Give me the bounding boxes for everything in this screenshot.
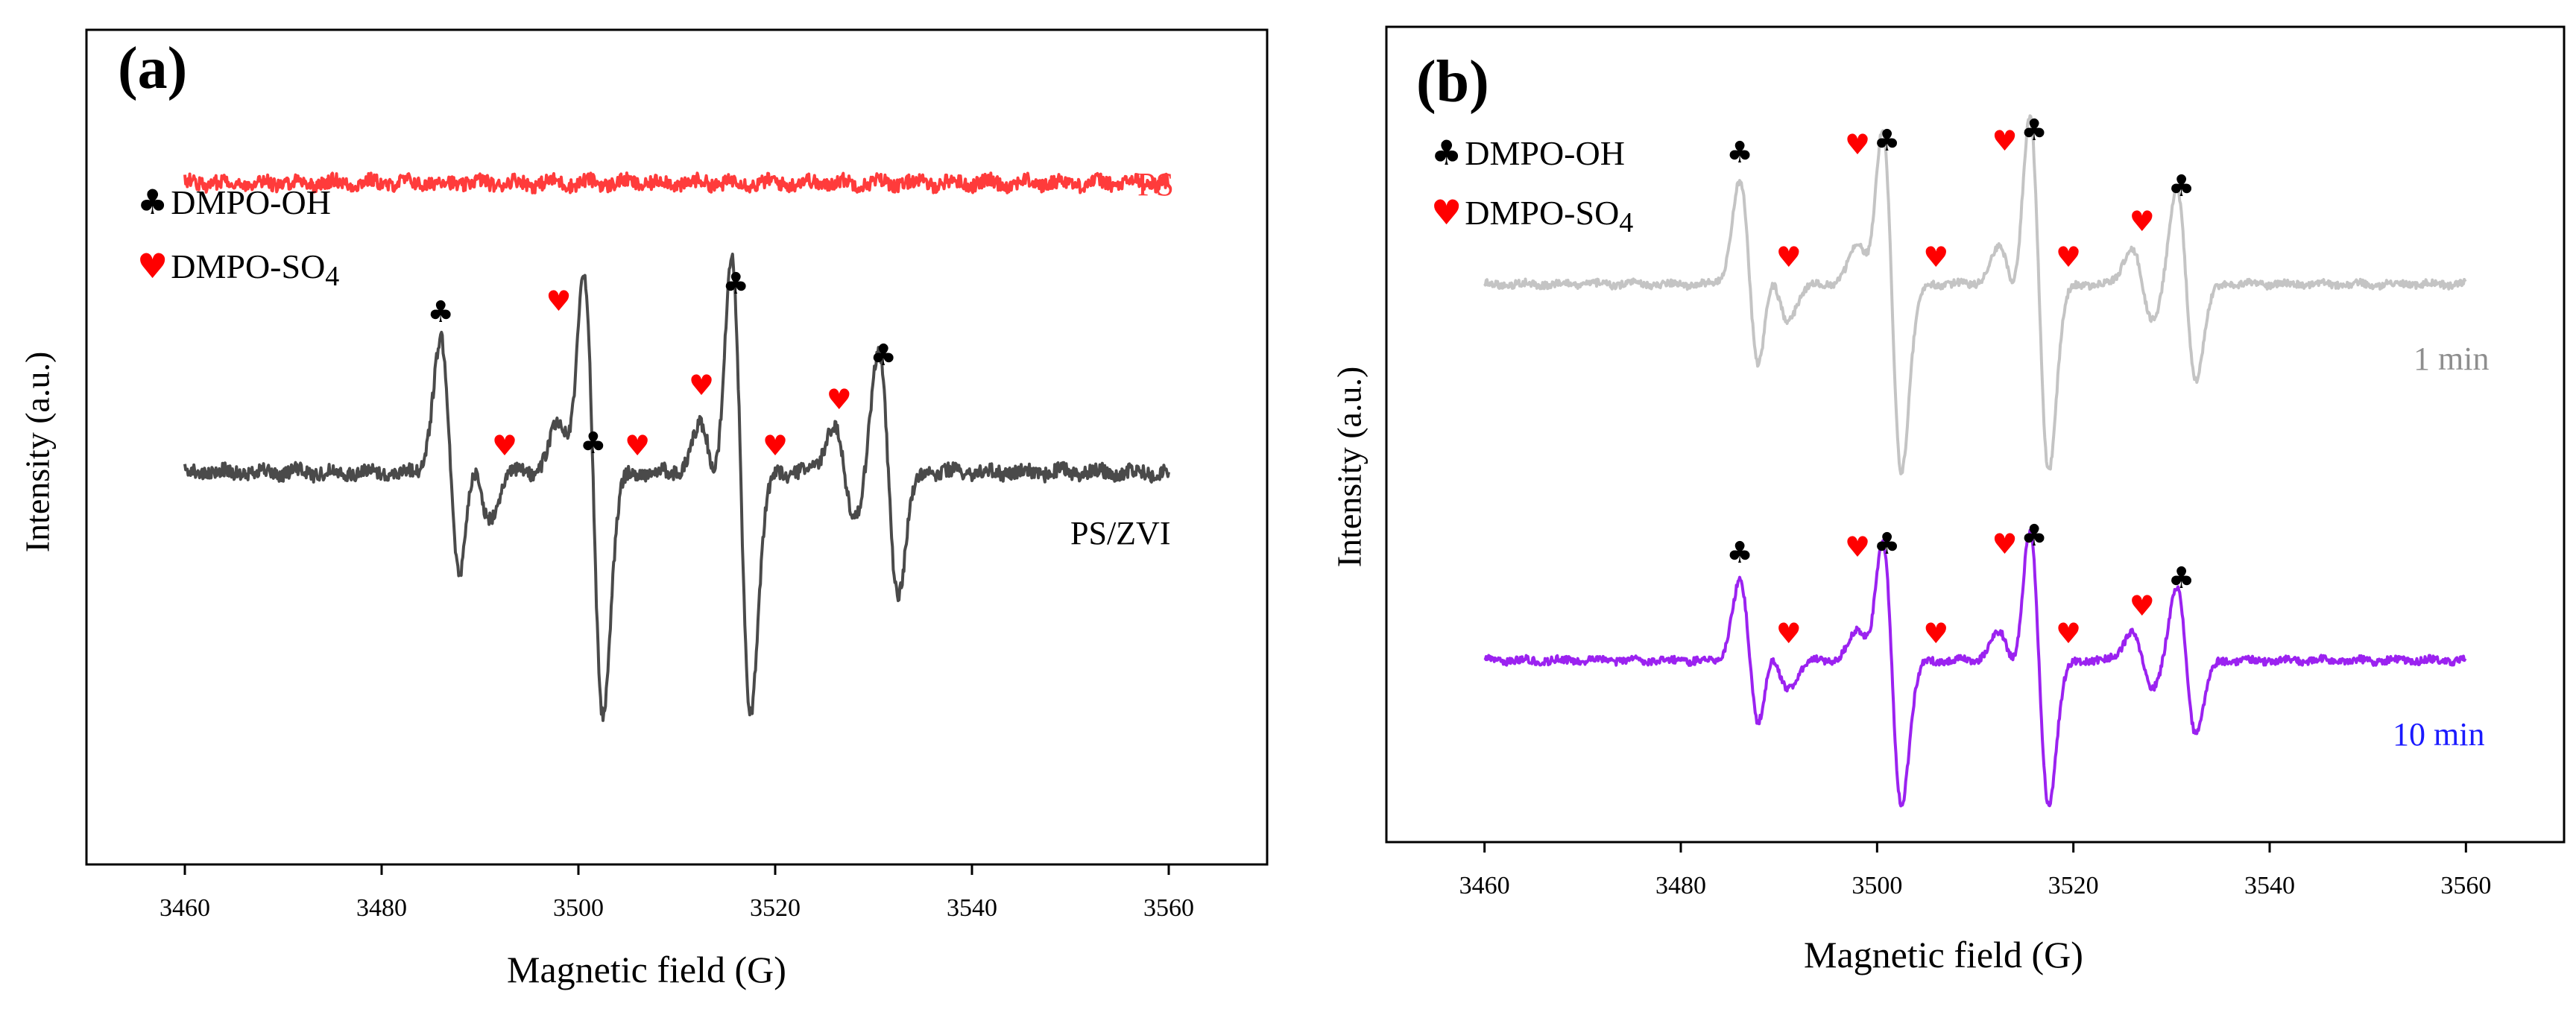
oh-peak-marker: ♣ [1726, 535, 1753, 570]
x-tick-label: 3480 [356, 894, 407, 922]
oh-peak-marker: ♣ [2168, 561, 2195, 596]
so4-peak-marker: ♥ [1923, 617, 1949, 651]
oh-peak-marker: ♣ [1873, 526, 1901, 561]
x-tick-label: 3500 [553, 894, 604, 922]
legend-oh-label: DMPO-OH [1465, 134, 1625, 172]
so4-peak-marker: ♥ [625, 428, 651, 462]
so4-peak-marker: ♥ [1844, 530, 1871, 563]
chart-a-svg [85, 28, 1269, 875]
oh-peak-marker: ♣ [2021, 113, 2048, 148]
so4-peak-marker: ♥ [2129, 589, 2155, 623]
panel-label-a: (a) [118, 36, 188, 101]
so4-peak-marker: ♥ [1844, 127, 1871, 161]
series-line-min1 [1483, 114, 2467, 475]
plot-frame [85, 28, 1269, 866]
series-label-pszvi: PS/ZVI [1070, 515, 1171, 551]
x-tick-label: 3460 [1459, 872, 1510, 899]
heart-icon: ♥ [1431, 192, 1462, 233]
series-line-pszvi [183, 253, 1170, 722]
oh-peak-marker: ♣ [427, 294, 455, 329]
x-tick-label: 3560 [2440, 872, 2492, 899]
y-axis-label-b: Intensity (a.u.) [1330, 366, 1368, 568]
so4-peak-marker: ♥ [1775, 617, 1802, 651]
series-line-min10 [1483, 528, 2467, 808]
oh-peak-marker: ♣ [2168, 169, 2195, 204]
legend-so4-sub: 4 [1619, 207, 1634, 239]
oh-peak-marker: ♣ [1873, 124, 1901, 159]
y-axis-label-a: Intensity (a.u.) [18, 351, 57, 553]
x-tick-label: 3540 [947, 894, 997, 922]
so4-peak-marker: ♥ [1992, 124, 2018, 157]
oh-peak-marker: ♣ [2021, 518, 2048, 553]
legend-so4-label: DMPO-SO [1465, 194, 1620, 232]
oh-peak-marker: ♣ [722, 266, 750, 301]
oh-peak-marker: ♣ [1726, 136, 1753, 171]
x-tick-label: 3520 [750, 894, 801, 922]
x-axis-label-b: Magnetic field (G) [1804, 934, 2083, 975]
so4-peak-marker: ♥ [2056, 241, 2082, 274]
legend-so4-a: ♥DMPO-SO4 [137, 249, 339, 291]
so4-peak-marker: ♥ [762, 428, 789, 462]
so4-peak-marker: ♥ [1992, 527, 2018, 560]
legend-oh-a: ♣DMPO-OH [137, 185, 331, 220]
series-line-ps [183, 171, 1170, 195]
so4-peak-marker: ♥ [1923, 241, 1949, 274]
chart-b-svg [1385, 25, 2566, 853]
so4-peak-marker: ♥ [2056, 617, 2082, 651]
legend-oh-label: DMPO-OH [171, 183, 331, 221]
x-tick-label: 3460 [160, 894, 210, 922]
so4-peak-marker: ♥ [1775, 241, 1802, 274]
x-tick-label: 3520 [2048, 872, 2099, 899]
so4-peak-marker: ♥ [546, 284, 572, 317]
x-tick-label: 3560 [1143, 894, 1194, 922]
club-icon: ♣ [1431, 133, 1462, 173]
panel-b: (b) Intensity (a.u.) Magnetic field (G) … [1312, 0, 2576, 1012]
so4-peak-marker: ♥ [2129, 205, 2155, 238]
x-tick-label: 3540 [2244, 872, 2295, 899]
so4-peak-marker: ♥ [826, 383, 852, 417]
heart-icon: ♥ [137, 246, 168, 286]
x-tick-label: 3480 [1655, 872, 1706, 899]
plot-frame [1385, 25, 2566, 844]
panel-a: (a) Intensity (a.u.) Magnetic field (G) … [18, 28, 1269, 990]
panel-label-b: (b) [1416, 49, 1489, 115]
series-label-1min: 1 min [2414, 341, 2490, 377]
oh-peak-marker: ♣ [870, 338, 897, 373]
so4-peak-marker: ♥ [491, 428, 518, 462]
legend-so4-b: ♥DMPO-SO4 [1431, 195, 1633, 237]
so4-peak-marker: ♥ [688, 369, 715, 402]
legend-so4-sub: 4 [325, 261, 340, 293]
legend-so4-label: DMPO-SO [171, 247, 326, 285]
series-label-10min: 10 min [2393, 716, 2485, 753]
x-tick-label: 3500 [1852, 872, 1903, 899]
legend-oh-b: ♣DMPO-OH [1431, 136, 1625, 171]
club-icon: ♣ [137, 182, 168, 222]
oh-peak-marker: ♣ [579, 426, 607, 461]
series-label-ps: PS [1137, 166, 1174, 203]
x-axis-label-a: Magnetic field (G) [507, 949, 786, 990]
